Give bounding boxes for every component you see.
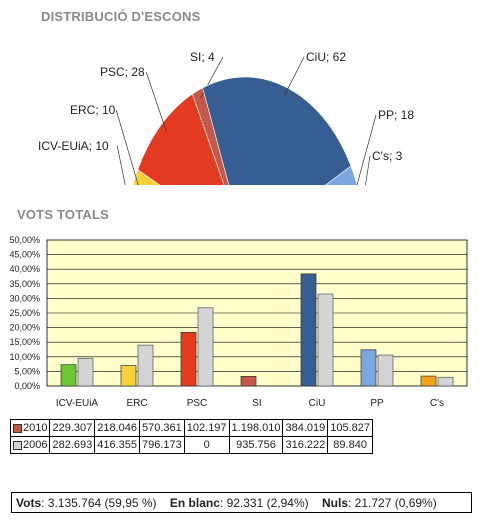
pie-leader-line (145, 71, 167, 132)
table-cell: 89.840 (327, 436, 374, 454)
votes-table: 2010 229.307 218.046 570.361 102.197 1.1… (9, 419, 374, 454)
bar-2006-icv-euia (77, 357, 94, 387)
y-tick-label: 50,00% (9, 235, 40, 245)
x-tick-label: SI (252, 398, 261, 409)
table-cell: 935.756 (228, 436, 284, 454)
pie-slice-ciu (202, 76, 352, 185)
pie-leader-line (284, 56, 305, 96)
x-tick-label: PSC (187, 398, 208, 409)
x-tick-label: ICV-EUiA (56, 398, 99, 409)
table-cell: 218.046 (94, 419, 141, 437)
seats-title: DISTRIBUCIÓ D'ESCONS (41, 9, 201, 24)
pie-leader-line (356, 114, 377, 185)
bar-2010-icv-euia (60, 364, 77, 387)
votes-value: : 3.135.764 (59,95 %) (41, 496, 157, 510)
pie-label: C's; 3 (372, 149, 403, 163)
legend-swatch-2010 (13, 423, 22, 433)
pie-leader-line (365, 155, 371, 185)
votes-label: Vots (16, 496, 42, 510)
seats-pie-chart: ICV-EUiA; 10 ERC; 10 PSC; 28 SI; 4 CiU; 62 PP… (38, 50, 414, 185)
blank-label: En blanc (169, 496, 220, 510)
y-tick-label: 20,00% (9, 323, 40, 333)
votes-bar-chart: 0,00% 5,00% 10,00% 15,00% 20,00% 25,00% 30,00%… (9, 235, 468, 409)
pie-label: ICV-EUiA; 10 (38, 139, 109, 153)
legend-swatch-2006 (13, 440, 22, 450)
bar-2006-psc (197, 307, 214, 387)
bar-2006-c-s (437, 376, 454, 387)
x-tick-label: PP (370, 398, 384, 409)
pie-leader-line (116, 145, 126, 185)
bar-2006-erc (137, 344, 154, 387)
y-tick-label: 35,00% (9, 279, 40, 289)
vote-summary: Vots: 3.135.764 (59,95 %) En blanc: 92.3… (11, 492, 472, 513)
y-tick-label: 10,00% (9, 352, 40, 362)
bar-2010-psc (180, 331, 197, 387)
pie-leader-line (115, 109, 139, 185)
pie-label: SI; 4 (190, 50, 215, 64)
table-cell: 570.361 (139, 419, 185, 437)
null-label: Nuls (321, 496, 348, 510)
bar-2010-erc (120, 365, 137, 387)
x-tick-label: CiU (309, 398, 326, 409)
pie-label: PP; 18 (378, 108, 414, 122)
table-cell: 384.019 (282, 419, 329, 437)
table-cell: 0 (183, 436, 230, 454)
bar-2010-si (240, 376, 257, 387)
pie-slice-pp (325, 165, 358, 185)
x-tick-label: C's (430, 398, 444, 409)
y-tick-label: 0,00% (14, 381, 40, 391)
null-value: : 21.727 (0,69%) (348, 496, 437, 510)
y-tick-label: 30,00% (9, 293, 40, 303)
pie-label: CiU; 62 (306, 50, 346, 64)
series-2006-label: 2006 (9, 436, 51, 454)
table-cell: 796.173 (139, 436, 185, 454)
table-cell: 416.355 (94, 436, 141, 454)
bar-2006-pp (377, 354, 394, 387)
bar-2010-ciu (300, 273, 317, 387)
table-row: 2010 229.307 218.046 570.361 102.197 1.1… (9, 419, 374, 437)
y-tick-label: 5,00% (14, 366, 40, 376)
y-tick-label: 15,00% (9, 337, 40, 347)
table-cell: 229.307 (49, 419, 96, 437)
table-cell: 102.197 (183, 419, 230, 437)
votes-title: VOTS TOTALS (17, 207, 110, 222)
table-cell: 282.693 (49, 436, 96, 454)
pie-label: PSC; 28 (100, 65, 145, 79)
y-tick-label: 25,00% (9, 308, 40, 318)
y-tick-label: 45,00% (9, 250, 40, 260)
bar-2010-c-s (420, 375, 437, 387)
pie-label: ERC; 10 (70, 103, 116, 117)
table-row: 2006 282.693 416.355 796.173 0 935.756 3… (9, 436, 374, 454)
series-2010-label: 2010 (9, 419, 51, 437)
pie-slice-psc (137, 93, 225, 185)
y-tick-label: 40,00% (9, 264, 40, 274)
x-tick-label: ERC (126, 398, 147, 409)
bar-2010-pp (360, 349, 377, 387)
bar-2006-ciu (317, 293, 334, 387)
table-cell: 105.827 (327, 419, 374, 437)
blank-value: : 92.331 (2,94%) (219, 496, 309, 510)
table-cell: 1.198.010 (228, 419, 284, 437)
table-cell: 316.222 (282, 436, 329, 454)
